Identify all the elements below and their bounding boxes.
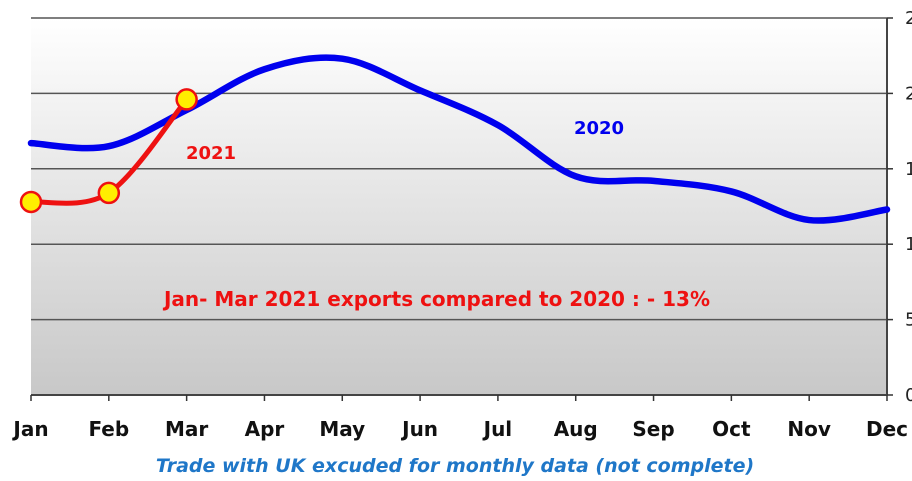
x-tick-label: Feb <box>88 417 129 441</box>
x-tick-label: Apr <box>245 417 285 441</box>
y-tick-label: 0 <box>905 385 912 406</box>
y-tick-label: 20 <box>905 83 912 104</box>
series-group: 2020 2021 <box>19 54 891 224</box>
x-tick-label: Jan <box>11 417 48 441</box>
x-tick-label: May <box>319 417 365 441</box>
plot-area <box>31 18 887 395</box>
series-label-2021: 2021 <box>186 143 236 164</box>
series-line-2020 <box>27 54 891 224</box>
x-tick-label: Mar <box>165 417 208 441</box>
x-tick-label: Jul <box>482 417 513 441</box>
data-point-2021 <box>19 190 43 214</box>
x-tick-label: Sep <box>632 417 674 441</box>
data-point-2021 <box>175 88 198 111</box>
footnote-text: Trade with UK excuded for monthly data (… <box>156 455 754 477</box>
series-label-2020: 2020 <box>574 118 624 139</box>
x-tick-label: Aug <box>554 417 598 441</box>
y-axis-ticks: 0 5 10 15 20 25 <box>887 8 912 406</box>
x-tick-label: Dec <box>866 417 908 441</box>
x-tick-label: Jun <box>400 417 438 441</box>
gridlines <box>31 17 887 321</box>
annotation-text: Jan- Mar 2021 exports compared to 2020 :… <box>162 287 710 311</box>
data-point-2021 <box>97 181 121 205</box>
y-tick-label: 5 <box>905 310 912 331</box>
x-tick-label: Oct <box>712 417 751 441</box>
y-tick-label: 10 <box>905 234 912 255</box>
y-tick-label: 25 <box>905 8 912 29</box>
y-tick-label: 15 <box>905 159 912 180</box>
x-axis-ticks: Jan Feb Mar Apr May Jun Jul Aug Sep Oct Nov Dec <box>11 395 908 441</box>
x-tick-label: Nov <box>787 417 831 441</box>
